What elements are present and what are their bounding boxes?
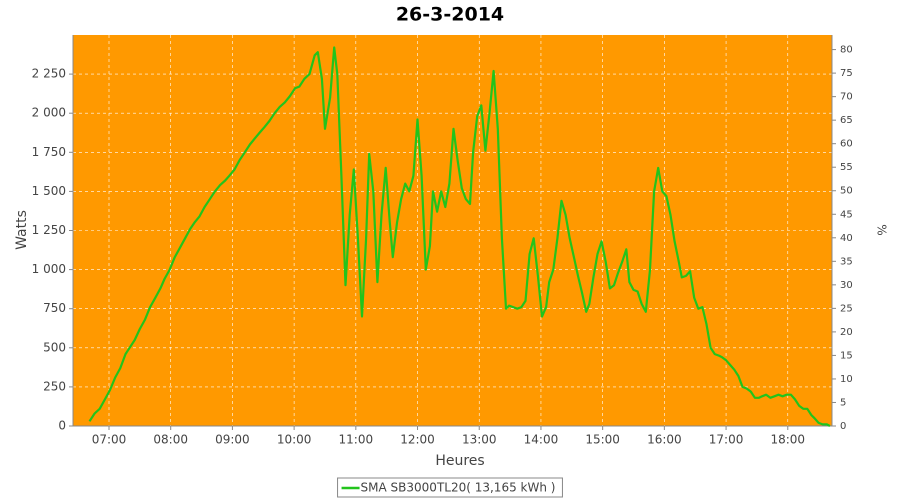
legend-box bbox=[337, 477, 563, 498]
y2-tick-label: 40 bbox=[840, 233, 853, 244]
y2-tick-label: 70 bbox=[840, 92, 853, 103]
x-tick-label: 13:00 bbox=[462, 433, 497, 447]
y-tick-label: 250 bbox=[43, 379, 66, 393]
y2-tick-label: 0 bbox=[840, 421, 846, 432]
y2-tick-label: 25 bbox=[840, 303, 853, 314]
y2-tick-label: 35 bbox=[840, 256, 853, 267]
y-tick-label: 1 000 bbox=[32, 262, 66, 276]
x-tick-label: 16:00 bbox=[647, 433, 682, 447]
legend-label: SMA SB3000TL20( 13,165 kWh ) bbox=[361, 481, 556, 495]
y2-tick-label: 60 bbox=[840, 139, 853, 150]
y-tick-label: 750 bbox=[43, 301, 66, 315]
x-tick-label: 08:00 bbox=[153, 433, 188, 447]
y2-tick-label: 65 bbox=[840, 115, 853, 126]
y-tick-label: 2 250 bbox=[32, 67, 66, 81]
x-tick-label: 18:00 bbox=[770, 433, 805, 447]
y-tick-label: 0 bbox=[58, 419, 66, 433]
x-tick-label: 09:00 bbox=[215, 433, 250, 447]
y2-tick-label: 10 bbox=[840, 374, 853, 385]
y2-axis-label: % bbox=[875, 224, 889, 235]
x-tick-label: 11:00 bbox=[339, 433, 374, 447]
y-axis-label: Watts bbox=[14, 210, 30, 250]
data-line bbox=[88, 46, 831, 427]
y-tick-label: 1 500 bbox=[32, 184, 66, 198]
y-tick-label: 2 000 bbox=[32, 106, 66, 120]
x-tick-label: 07:00 bbox=[92, 433, 127, 447]
y-tick-label: 1 750 bbox=[32, 145, 66, 159]
y2-tick-label: 30 bbox=[840, 280, 853, 291]
x-tick-label: 15:00 bbox=[585, 433, 620, 447]
x-tick-label: 10:00 bbox=[277, 433, 312, 447]
x-tick-label: 17:00 bbox=[709, 433, 744, 447]
y2-tick-label: 50 bbox=[840, 186, 853, 197]
y2-tick-label: 75 bbox=[840, 68, 853, 79]
y2-tick-label: 45 bbox=[840, 209, 853, 220]
y2-tick-label: 80 bbox=[840, 45, 853, 56]
x-tick-label: 12:00 bbox=[400, 433, 435, 447]
y2-tick-label: 15 bbox=[840, 350, 853, 361]
y-tick-label: 1 250 bbox=[32, 223, 66, 237]
y2-tick-label: 5 bbox=[840, 397, 846, 408]
y2-tick-label: 20 bbox=[840, 327, 853, 338]
chart-title: 26-3-2014 bbox=[396, 4, 504, 26]
y2-tick-label: 55 bbox=[840, 162, 853, 173]
y-tick-label: 500 bbox=[43, 340, 66, 354]
x-tick-label: 14:00 bbox=[524, 433, 559, 447]
x-axis-label: Heures bbox=[435, 453, 484, 469]
